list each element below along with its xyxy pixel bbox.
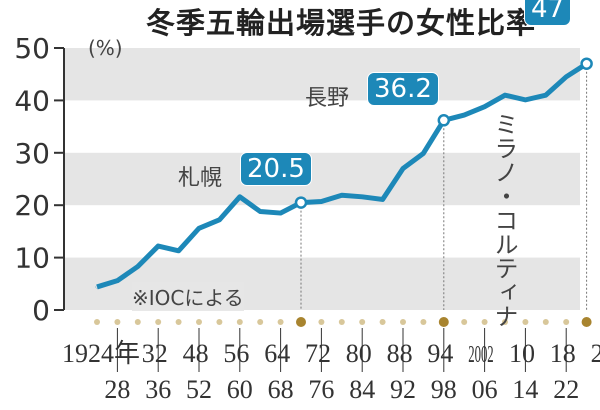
x-tick-dot [155, 319, 162, 325]
annotation-value-nagano: 36.2 [367, 72, 439, 106]
x-tick-label: 76 [308, 375, 334, 404]
grid-band [64, 48, 580, 101]
x-tick-dot [438, 317, 449, 327]
x-tick-label: 72 [305, 339, 331, 368]
annotation-value-sapporo: 20.5 [240, 152, 312, 186]
x-tick-dot [277, 319, 284, 325]
x-tick-dot [420, 319, 427, 325]
x-tick-label: 14 [512, 375, 538, 404]
x-tick-dot [114, 319, 121, 325]
x-tick-label: 18 [550, 339, 576, 368]
grid-band [64, 152, 580, 206]
x-tick-dot [481, 319, 488, 325]
data-point [580, 57, 593, 70]
x-tick-dot [94, 319, 100, 325]
x-tick-dot [196, 319, 202, 325]
annotation-label-nagano: 長野 [305, 86, 350, 111]
x-tick-label: 98 [431, 375, 457, 404]
x-tick-label: 26 [591, 339, 600, 368]
x-tick-dot [542, 319, 549, 325]
y-tick-label: 0 [32, 294, 50, 327]
x-tick-label: 80 [346, 339, 372, 368]
x-tick-dot [257, 319, 264, 325]
y-tick-label: 40 [14, 84, 50, 117]
x-tick-label: 52 [186, 375, 212, 404]
x-tick-dot [318, 319, 325, 325]
y-tick-label: 20 [14, 189, 50, 222]
y-axis-unit: (%) [88, 36, 123, 60]
x-tick-label: 88 [387, 339, 413, 368]
x-tick-label: 94 [427, 339, 453, 368]
annotation-label-sapporo: 札幌 [178, 166, 223, 191]
x-tick-dot [296, 317, 306, 327]
chart-title-text: 冬季五輪出場選手の女性比率 [146, 6, 537, 40]
x-tick-dot [400, 319, 406, 325]
y-tick-label: 50 [14, 32, 50, 65]
x-tick-dot [134, 319, 141, 325]
x-tick-label: 36 [145, 375, 171, 404]
x-tick-dot [236, 319, 243, 325]
x-tick-label: 10 [509, 339, 535, 368]
x-tick-label: 32 [142, 339, 168, 368]
x-tick-dot [175, 319, 182, 325]
x-tick-dot [522, 319, 529, 325]
x-tick-label: 1924年 [62, 339, 140, 368]
x-tick-dot [563, 319, 570, 325]
x-tick-label: 84 [349, 375, 375, 404]
x-tick-label: 22 [553, 375, 579, 404]
x-tick-dot [359, 319, 366, 325]
annotation-value-milano-cortina: 47 [524, 0, 572, 26]
x-tick-label: 48 [183, 339, 209, 368]
x-tick-label: 56 [223, 339, 249, 368]
x-tick-label: 2002 [468, 342, 493, 368]
x-tick-label: 60 [227, 375, 253, 404]
x-tick-dot [502, 319, 508, 325]
x-tick-label: 68 [268, 375, 294, 404]
x-tick-dot [379, 319, 386, 325]
x-tick-dot [216, 319, 223, 325]
data-point [437, 114, 451, 127]
y-tick-label: 30 [14, 137, 50, 170]
x-tick-label: 06 [472, 375, 498, 404]
x-tick-dot [461, 319, 468, 325]
x-tick-dot [581, 317, 592, 327]
x-tick-label: 92 [390, 375, 416, 404]
y-tick-label: 10 [14, 242, 50, 275]
chart-title: 冬季五輪出場選手の女性比率 [146, 6, 536, 40]
x-tick-dot [338, 319, 345, 325]
source-note: ※IOCによる [132, 282, 244, 311]
data-point [294, 196, 308, 209]
x-tick-label: 64 [264, 339, 290, 368]
x-tick-label: 28 [104, 375, 130, 404]
annotation-label-milano-cortina: ミラノ・コルティナ [490, 112, 518, 328]
